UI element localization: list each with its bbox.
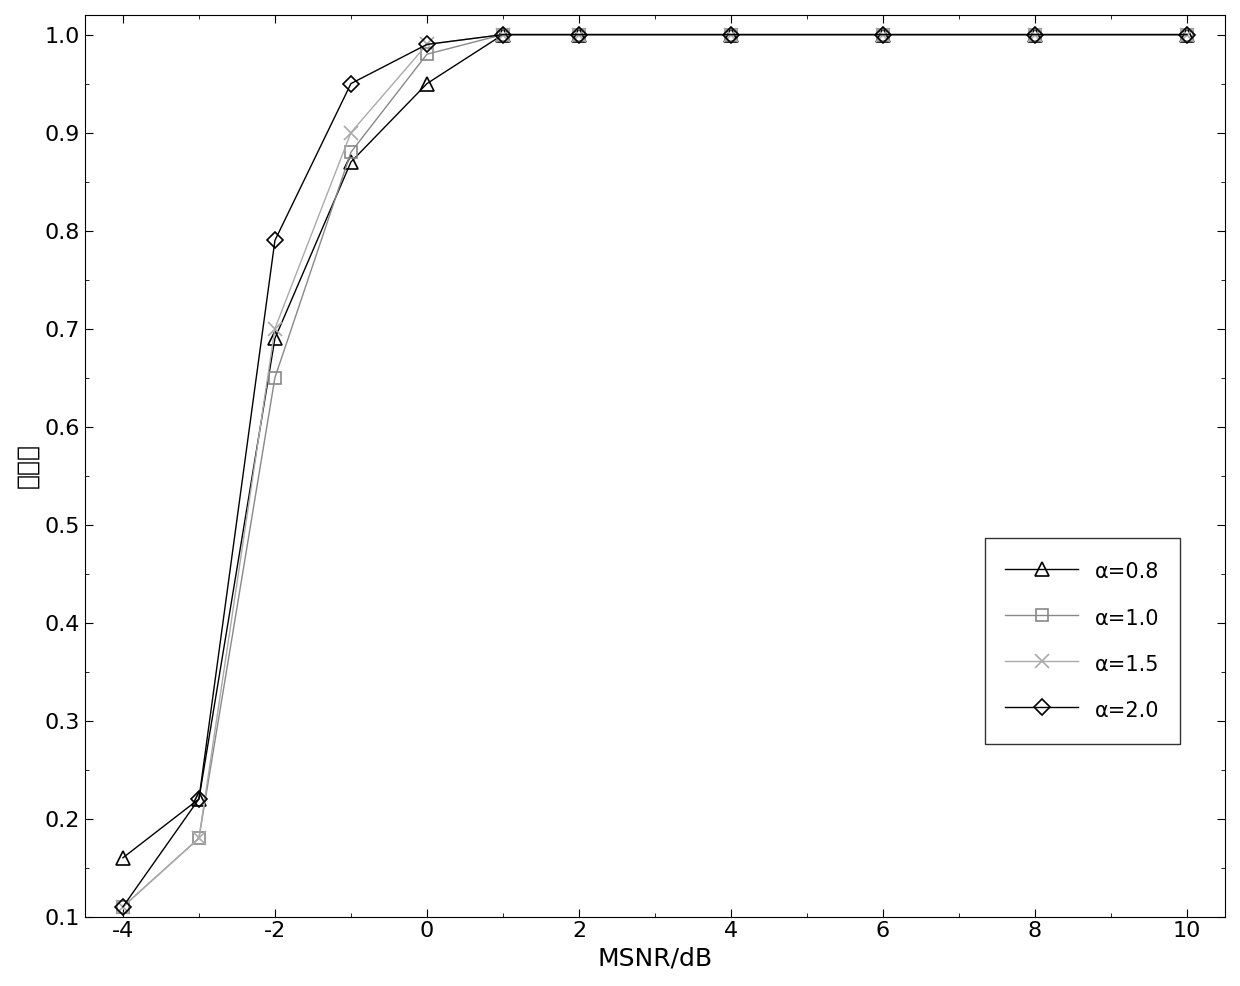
Y-axis label: 识别率: 识别率 [15,444,38,488]
α=2.0 [1028,29,1043,40]
α=1.0 [268,372,283,384]
α=2.0 [268,235,283,246]
α=2.0 [723,29,738,40]
α=1.0 [1028,29,1043,40]
α=2.0 [875,29,890,40]
α=1.5 [723,29,738,40]
α=2.0 [115,901,130,913]
α=1.5 [419,38,434,50]
α=0.8 [268,332,283,344]
α=1.0 [572,29,587,40]
α=2.0 [572,29,587,40]
α=1.5 [343,126,358,138]
α=1.0 [115,901,130,913]
Line: α=0.8: α=0.8 [117,28,1194,865]
α=0.8 [572,29,587,40]
α=2.0 [419,38,434,50]
α=1.0 [1179,29,1194,40]
α=1.5 [1028,29,1043,40]
α=1.5 [115,901,130,913]
Line: α=1.0: α=1.0 [117,29,1193,913]
α=0.8 [115,852,130,864]
α=0.8 [1179,29,1194,40]
α=0.8 [343,156,358,168]
α=1.0 [875,29,890,40]
α=0.8 [496,29,511,40]
α=2.0 [191,793,206,805]
α=0.8 [419,78,434,90]
α=0.8 [875,29,890,40]
α=1.0 [343,146,358,158]
Legend: α=0.8, α=1.0, α=1.5, α=2.0: α=0.8, α=1.0, α=1.5, α=2.0 [985,538,1180,743]
α=1.5 [1179,29,1194,40]
α=1.5 [496,29,511,40]
α=0.8 [723,29,738,40]
α=1.0 [419,48,434,60]
Line: α=1.5: α=1.5 [117,28,1194,914]
α=1.0 [191,832,206,844]
Line: α=2.0: α=2.0 [118,29,1193,912]
α=2.0 [1179,29,1194,40]
α=2.0 [496,29,511,40]
X-axis label: MSNR/dB: MSNR/dB [598,947,713,971]
α=0.8 [191,793,206,805]
α=2.0 [343,78,358,90]
α=1.0 [496,29,511,40]
α=0.8 [1028,29,1043,40]
α=1.5 [875,29,890,40]
α=1.5 [191,832,206,844]
α=1.5 [268,322,283,334]
α=1.5 [572,29,587,40]
α=1.0 [723,29,738,40]
